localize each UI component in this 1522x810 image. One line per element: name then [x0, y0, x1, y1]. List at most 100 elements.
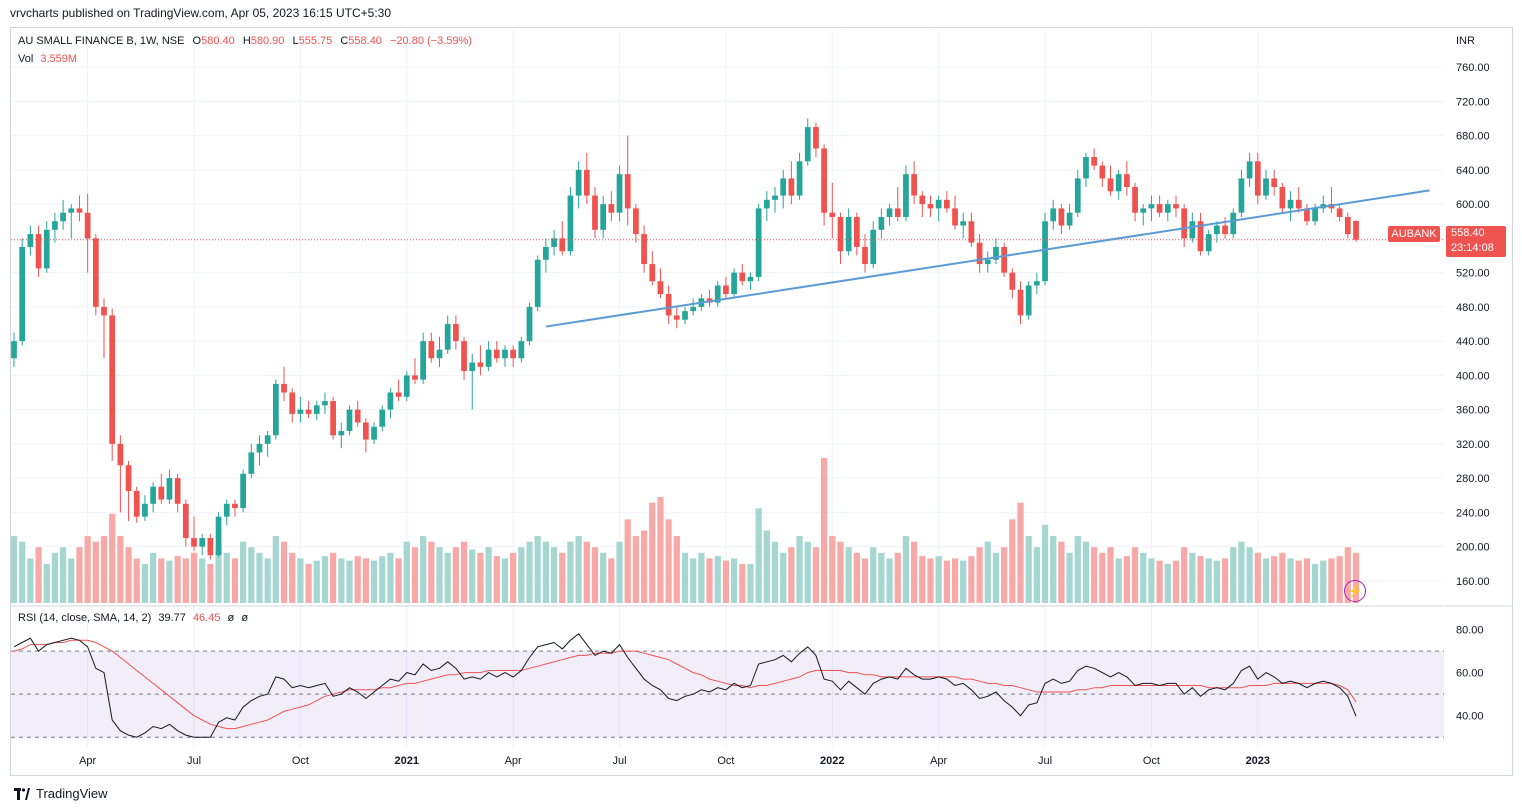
volume-bar	[1238, 541, 1245, 603]
volume-bar	[1295, 560, 1302, 603]
time-tick-label: Jul	[187, 755, 201, 767]
volume-bar	[182, 558, 189, 603]
bolt-icon[interactable]: ⚡	[1344, 580, 1366, 602]
candle-body	[1181, 208, 1188, 239]
candle-body	[1238, 178, 1245, 213]
volume-bar	[1172, 560, 1180, 603]
high-value: 580.90	[250, 35, 285, 47]
volume-bar	[968, 556, 975, 603]
price-tick-label: 480.00	[1456, 302, 1490, 314]
candle-body	[1124, 174, 1130, 187]
candle-body	[1205, 234, 1212, 252]
candle-body	[92, 238, 99, 307]
volume-bar	[215, 547, 222, 603]
bar-countdown: 23:14:08	[1451, 242, 1494, 254]
candle-body	[248, 452, 255, 474]
volume-bar	[411, 547, 419, 603]
volume-bar	[1352, 552, 1360, 603]
volume-bar	[886, 558, 893, 603]
candle-body	[223, 503, 230, 517]
candle-body	[444, 324, 451, 350]
volume-bar	[166, 560, 173, 603]
rsi-pane	[11, 633, 1444, 738]
volume-bar	[428, 541, 435, 603]
volume-bar	[1189, 552, 1196, 603]
volume-bar	[370, 560, 378, 603]
candle-body	[346, 409, 353, 432]
candle-body	[1058, 208, 1065, 226]
volume-bar	[911, 541, 918, 603]
candle-body	[215, 516, 222, 556]
volume-bar	[117, 536, 124, 603]
candle-body	[125, 465, 132, 491]
chart-frame	[10, 27, 1513, 776]
volume-bar	[321, 556, 329, 603]
volume-bar	[550, 547, 558, 603]
volume-bar	[559, 552, 566, 603]
price-tick-label: 400.00	[1456, 370, 1490, 382]
rsi-extra-1: ø	[227, 612, 235, 624]
candle-body	[723, 285, 729, 295]
volume-bar	[1328, 558, 1335, 603]
support-trendline	[545, 189, 1430, 328]
candle-body	[878, 216, 885, 230]
candle-body	[551, 238, 557, 247]
candle-body	[984, 259, 991, 265]
candle-body	[567, 195, 574, 252]
price-tick-label: 360.00	[1456, 405, 1490, 417]
trendline	[545, 189, 1430, 328]
volume-bar	[1336, 556, 1343, 603]
candle-body	[1099, 165, 1106, 179]
candle-body	[1148, 204, 1155, 209]
candle-body	[845, 216, 852, 252]
price-tick-label: 160.00	[1456, 576, 1490, 588]
candle-body	[616, 174, 623, 213]
price-tick-label: 680.00	[1456, 131, 1490, 143]
candle-body	[739, 272, 746, 282]
volume-bar	[346, 560, 353, 603]
volume-bar	[240, 541, 247, 603]
time-tick-label: Apr	[79, 755, 96, 767]
candle-body	[182, 503, 189, 539]
volume-bar	[1123, 556, 1130, 603]
candle-body	[993, 246, 999, 260]
candle-body	[1312, 208, 1318, 222]
candle-body	[1189, 221, 1196, 239]
candle-body	[960, 221, 967, 226]
price-tick-label: 440.00	[1456, 336, 1490, 348]
volume-bar	[747, 563, 754, 603]
currency-label: INR	[1456, 35, 1475, 47]
candle-body	[911, 174, 917, 196]
candle-body	[1304, 208, 1310, 222]
volume-bar	[35, 547, 42, 603]
candle-body	[649, 264, 656, 282]
volume-bar	[992, 552, 1000, 603]
volume-bar	[51, 552, 59, 603]
volume-bar	[927, 558, 934, 603]
axes: 760.00720.00680.00640.00600.00560.00520.…	[79, 62, 1490, 767]
candles	[11, 118, 1444, 560]
volume-bar	[1197, 556, 1204, 603]
price-tick-label: 320.00	[1456, 439, 1490, 451]
candle-body	[1050, 208, 1057, 222]
volume-bar	[1311, 563, 1319, 603]
candle-body	[543, 246, 549, 260]
candle-body	[322, 401, 328, 406]
candle-body	[35, 234, 42, 269]
candle-body	[1287, 199, 1294, 209]
volume-bar	[460, 541, 468, 603]
volume-bar	[657, 497, 664, 603]
candle-body	[272, 383, 279, 436]
candle-body	[289, 392, 296, 414]
volume-bar	[1181, 547, 1188, 603]
candle-body	[1214, 225, 1220, 235]
last-price-badge: 558.40 23:14:08	[1446, 226, 1506, 257]
volume-bar	[1140, 552, 1147, 603]
candle-body	[191, 538, 197, 547]
candle-body	[436, 349, 443, 359]
volume-bar	[821, 458, 828, 603]
candle-body	[772, 195, 778, 200]
volume-bar	[1230, 547, 1237, 603]
price-tick-label: 200.00	[1456, 542, 1490, 554]
